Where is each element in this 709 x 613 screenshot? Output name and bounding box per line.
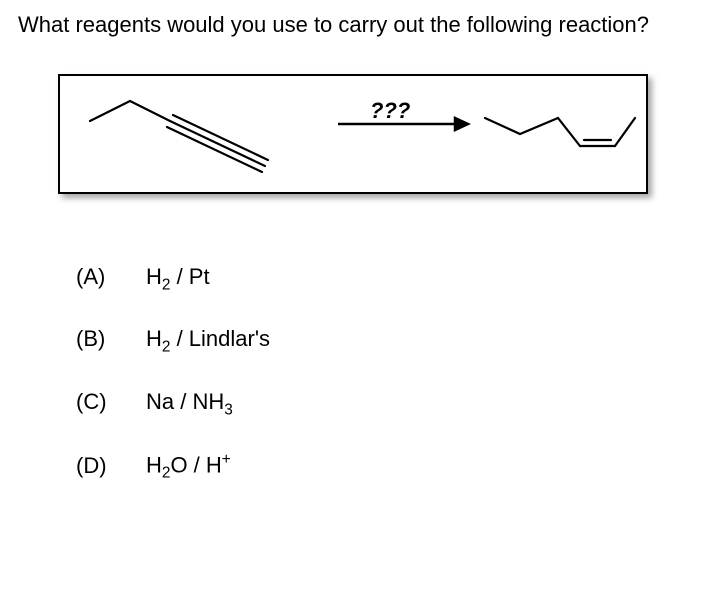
choice-text: H2 / Lindlar's (146, 326, 270, 356)
reaction-diagram: ??? (58, 74, 648, 194)
choice-text: H2 / Pt (146, 264, 210, 294)
choice-b: (B) H2 / Lindlar's (76, 326, 691, 356)
question-text: What reagents would you use to carry out… (18, 12, 691, 38)
choice-letter: (C) (76, 389, 146, 415)
choice-text: H2O / H+ (146, 451, 231, 483)
arrow-label: ??? (370, 98, 410, 124)
choice-a: (A) H2 / Pt (76, 264, 691, 294)
choice-c: (C) Na / NH3 (76, 389, 691, 419)
choice-letter: (B) (76, 326, 146, 352)
choice-text: Na / NH3 (146, 389, 233, 419)
choice-letter: (D) (76, 453, 146, 479)
answer-choices: (A) H2 / Pt (B) H2 / Lindlar's (C) Na / … (76, 264, 691, 483)
choice-letter: (A) (76, 264, 146, 290)
choice-d: (D) H2O / H+ (76, 451, 691, 483)
reaction-svg (60, 76, 646, 192)
